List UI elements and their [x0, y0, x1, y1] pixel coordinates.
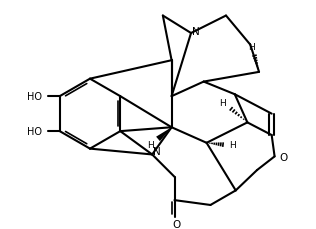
Text: N: N — [153, 146, 161, 156]
Text: O: O — [172, 219, 180, 229]
Polygon shape — [156, 128, 172, 142]
Text: H: H — [248, 43, 255, 52]
Text: HO: HO — [27, 92, 42, 102]
Text: HO: HO — [27, 127, 42, 136]
Text: O: O — [279, 153, 288, 163]
Text: H: H — [147, 141, 154, 150]
Text: H: H — [229, 141, 236, 150]
Text: H: H — [219, 99, 226, 108]
Text: N: N — [192, 27, 200, 37]
